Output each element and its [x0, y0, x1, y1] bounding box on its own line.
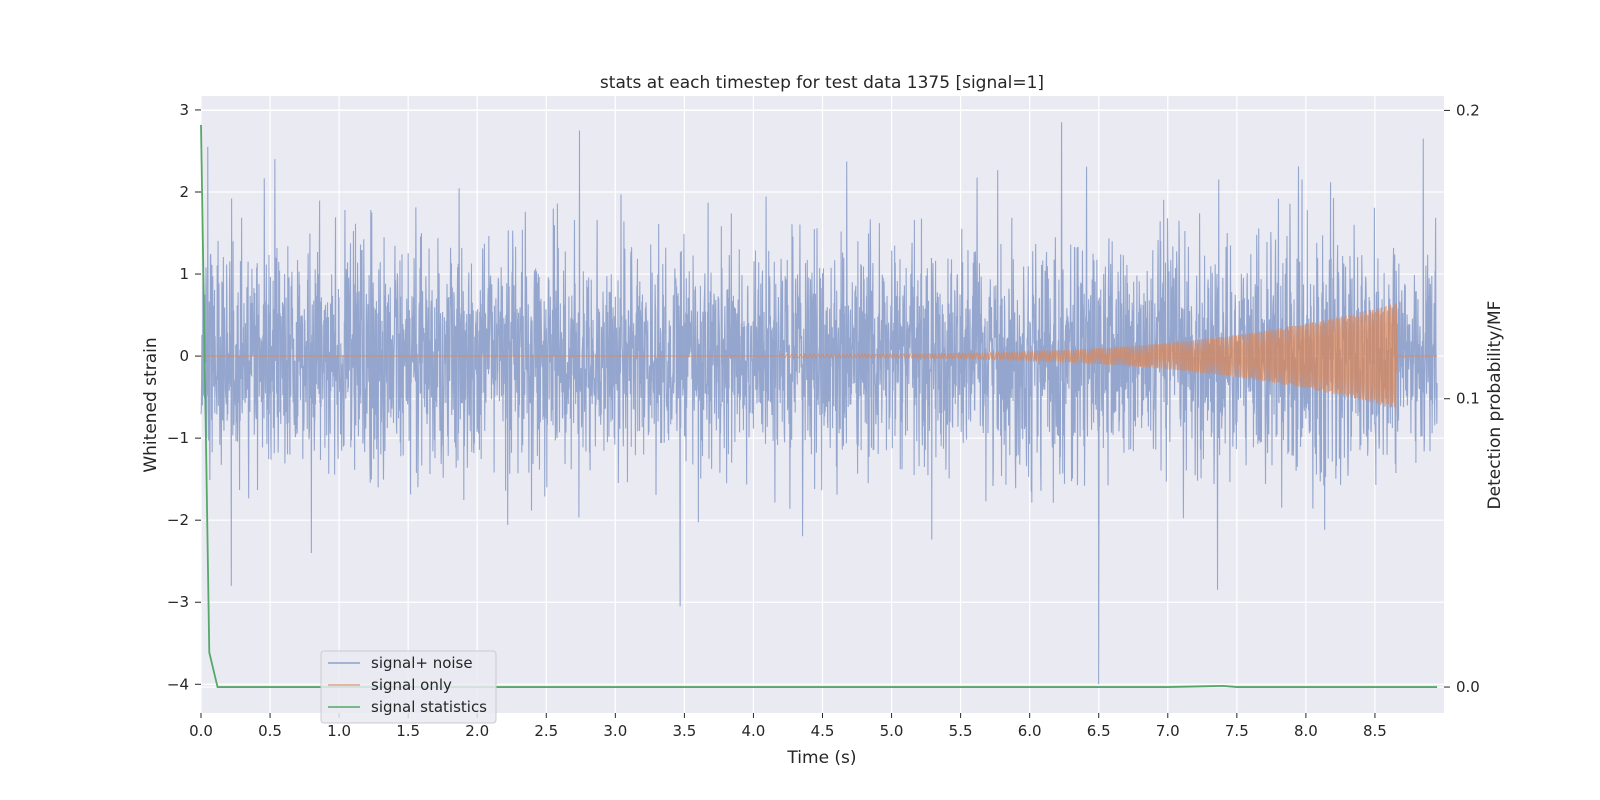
- x-tick-label: 4.0: [742, 722, 766, 740]
- x-axis-label: Time (s): [786, 748, 856, 768]
- x-tick-label: 6.5: [1087, 722, 1111, 740]
- signal-statistics-line: [200, 124, 1438, 688]
- y-tick-label: 3: [179, 101, 189, 119]
- y-tick-label: −2: [167, 511, 189, 529]
- chart-title: stats at each timestep for test data 137…: [600, 73, 1044, 93]
- y2-tick-label: 0.1: [1456, 390, 1480, 408]
- x-tick-label: 5.0: [880, 722, 904, 740]
- y-axis-left: 3 2 1 0 −1 −2 −3 −4: [167, 101, 201, 693]
- x-tick-label: 7.0: [1156, 722, 1180, 740]
- y-tick-label: −1: [167, 429, 189, 447]
- legend-label-noise: signal+ noise: [371, 654, 473, 672]
- x-tick-label: 2.0: [465, 722, 489, 740]
- y-tick-label: 2: [179, 183, 189, 201]
- x-tick-label: 3.0: [603, 722, 627, 740]
- y-tick-label: −4: [167, 675, 189, 693]
- x-tick-label: 0.5: [258, 722, 282, 740]
- signal-only-series: [201, 303, 1438, 410]
- y-tick-label: −3: [167, 593, 189, 611]
- y-axis-label: Whitened strain: [141, 337, 161, 472]
- y2-axis-label: Detection probability/MF: [1485, 301, 1505, 510]
- x-tick-label: 6.0: [1018, 722, 1042, 740]
- legend-box: [320, 650, 497, 724]
- x-tick-label: 7.5: [1225, 722, 1249, 740]
- x-tick-label: 8.0: [1294, 722, 1318, 740]
- y2-tick-label: 0.0: [1456, 678, 1480, 696]
- y-tick-label: 0: [179, 347, 189, 365]
- legend-label-signal: signal only: [371, 676, 452, 694]
- y-tick-label: 1: [179, 265, 189, 283]
- y2-tick-label: 0.2: [1456, 101, 1480, 119]
- x-tick-label: 5.5: [949, 722, 973, 740]
- x-tick-label: 1.0: [327, 722, 351, 740]
- x-axis: 0.0 0.5 1.0 1.5 2.0 2.5 3.0 3.5 4.0 4.5 5.0 5.5 6.0 6…: [189, 713, 1387, 740]
- x-tick-label: 2.5: [534, 722, 558, 740]
- x-tick-label: 0.0: [189, 722, 213, 740]
- x-tick-label: 8.5: [1363, 722, 1387, 740]
- legend-label-stats: signal statistics: [371, 698, 487, 716]
- signal-statistics-series: [200, 124, 1438, 688]
- signal-only-line: [201, 303, 1438, 410]
- x-tick-label: 3.5: [672, 722, 696, 740]
- x-tick-label: 4.5: [811, 722, 835, 740]
- legend: signal+ noise signal only signal statist…: [320, 650, 497, 724]
- y-axis-right: 0.2 0.1 0.0: [1444, 101, 1480, 696]
- x-tick-label: 1.5: [396, 722, 420, 740]
